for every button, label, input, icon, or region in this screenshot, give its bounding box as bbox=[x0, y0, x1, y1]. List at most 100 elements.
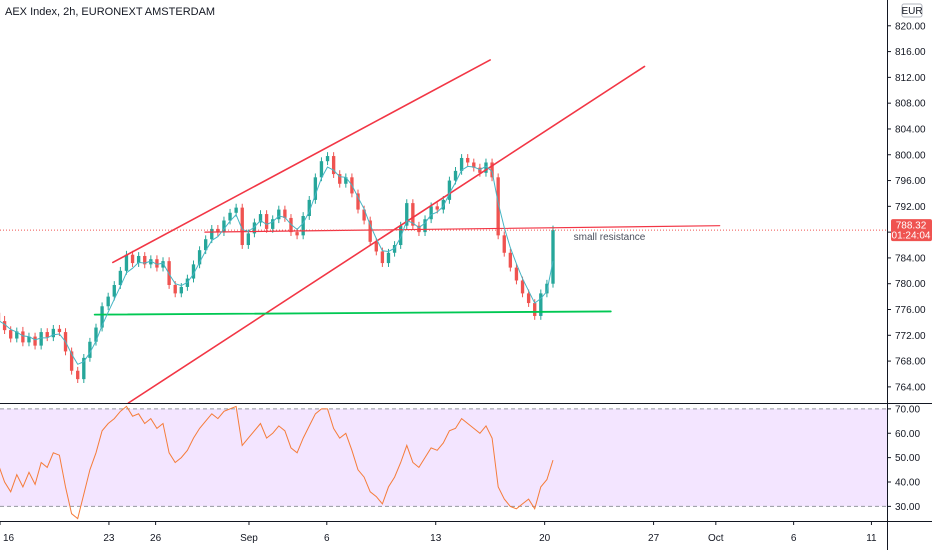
candle-body bbox=[228, 212, 232, 221]
candle bbox=[39, 328, 43, 350]
candle bbox=[441, 196, 445, 214]
candle-body bbox=[155, 259, 159, 268]
price-pane[interactable]: small resistance bbox=[0, 59, 887, 404]
time-axis-label: 6 bbox=[791, 533, 797, 544]
candle bbox=[252, 218, 257, 238]
candle-body bbox=[325, 156, 330, 162]
annotation-text: small resistance bbox=[574, 232, 646, 243]
candle bbox=[405, 199, 409, 230]
candle-body bbox=[380, 251, 385, 264]
candle-body bbox=[39, 332, 43, 346]
candle bbox=[551, 225, 555, 288]
candle-body bbox=[136, 255, 141, 264]
candle-body bbox=[222, 220, 226, 233]
candle-body bbox=[520, 280, 525, 294]
candle-body bbox=[514, 267, 519, 281]
candle-body bbox=[459, 157, 464, 171]
candle-body bbox=[368, 220, 372, 242]
time-axis[interactable]: 16 23 26 Sep 6 13 20 27 Oct 6 11 bbox=[0, 521, 877, 544]
candle bbox=[149, 255, 153, 269]
time-axis-label: Sep bbox=[240, 533, 258, 544]
currency-badge[interactable] bbox=[901, 3, 923, 18]
candle bbox=[484, 158, 488, 177]
last-price-badge: 788.32 01:24:04 bbox=[891, 219, 932, 242]
candle bbox=[520, 276, 525, 298]
candle bbox=[271, 215, 275, 233]
candle-body bbox=[240, 207, 244, 246]
resistance-trendline[interactable] bbox=[204, 225, 721, 233]
candle-body bbox=[295, 232, 299, 236]
candle-body bbox=[234, 207, 238, 213]
rsi-pane[interactable] bbox=[0, 405, 887, 520]
candle bbox=[331, 152, 336, 178]
candle-body bbox=[88, 341, 92, 358]
candle bbox=[76, 366, 80, 384]
candle-body bbox=[277, 209, 281, 220]
candle-body bbox=[252, 222, 257, 234]
candle bbox=[344, 173, 348, 188]
moving-average-line bbox=[0, 165, 554, 365]
candle-body bbox=[21, 331, 25, 343]
candle-body bbox=[441, 199, 445, 210]
channel-upper-trendline[interactable] bbox=[112, 59, 491, 264]
rsi-axis[interactable]: 30.00 40.00 50.00 60.00 70.00 bbox=[887, 404, 920, 513]
price-axis-label: 784.00 bbox=[895, 253, 926, 264]
price-axis-label: 800.00 bbox=[895, 150, 926, 161]
candle-body bbox=[429, 206, 433, 220]
candle-body bbox=[502, 235, 506, 253]
candle bbox=[545, 279, 549, 298]
candle bbox=[411, 199, 415, 230]
candle bbox=[526, 289, 531, 307]
annotations: small resistance bbox=[574, 232, 646, 243]
candle bbox=[45, 328, 49, 342]
channel-lower-trendline[interactable] bbox=[127, 65, 646, 404]
candle-body bbox=[484, 162, 488, 173]
candle bbox=[502, 231, 506, 257]
candle bbox=[130, 250, 135, 267]
price-axis-label: 776.00 bbox=[895, 305, 926, 316]
candle bbox=[112, 281, 116, 301]
currency-label: EUR bbox=[901, 6, 922, 17]
rsi-axis-label: 40.00 bbox=[895, 478, 920, 489]
candle bbox=[472, 158, 476, 172]
candle bbox=[51, 324, 56, 342]
candle bbox=[136, 252, 141, 267]
candle-body bbox=[33, 336, 37, 346]
candle bbox=[216, 225, 220, 236]
candle-body bbox=[447, 180, 452, 200]
candle bbox=[222, 216, 226, 236]
candle-body bbox=[423, 219, 427, 233]
candle-body bbox=[57, 328, 62, 333]
support-trendline[interactable] bbox=[93, 310, 612, 316]
candle-body bbox=[118, 270, 123, 286]
price-axis-label: 820.00 bbox=[895, 21, 926, 32]
candle-body bbox=[15, 331, 19, 339]
price-axis-label: 808.00 bbox=[895, 99, 926, 110]
candle-body bbox=[356, 193, 360, 210]
candle bbox=[423, 215, 427, 236]
candle-body bbox=[539, 293, 543, 316]
candle-body bbox=[264, 214, 269, 229]
candle-body bbox=[338, 174, 342, 184]
candle bbox=[368, 216, 372, 246]
rsi-axis-label: 60.00 bbox=[895, 429, 920, 440]
candle bbox=[258, 210, 263, 227]
candle bbox=[246, 229, 251, 249]
candle bbox=[82, 353, 86, 384]
candle-body bbox=[9, 330, 13, 339]
price-axis-label: 768.00 bbox=[895, 357, 926, 368]
candle bbox=[27, 332, 31, 347]
time-axis-label: 26 bbox=[150, 533, 162, 544]
trendlines[interactable] bbox=[93, 59, 721, 404]
candle-body bbox=[197, 250, 202, 265]
candle-body bbox=[526, 293, 531, 304]
candle bbox=[240, 203, 244, 249]
candle-body bbox=[466, 157, 470, 163]
candle bbox=[69, 347, 74, 375]
candle bbox=[325, 152, 330, 166]
candle-body bbox=[258, 214, 263, 223]
candle-body bbox=[533, 303, 537, 316]
candle bbox=[143, 252, 147, 269]
candle bbox=[33, 332, 37, 350]
